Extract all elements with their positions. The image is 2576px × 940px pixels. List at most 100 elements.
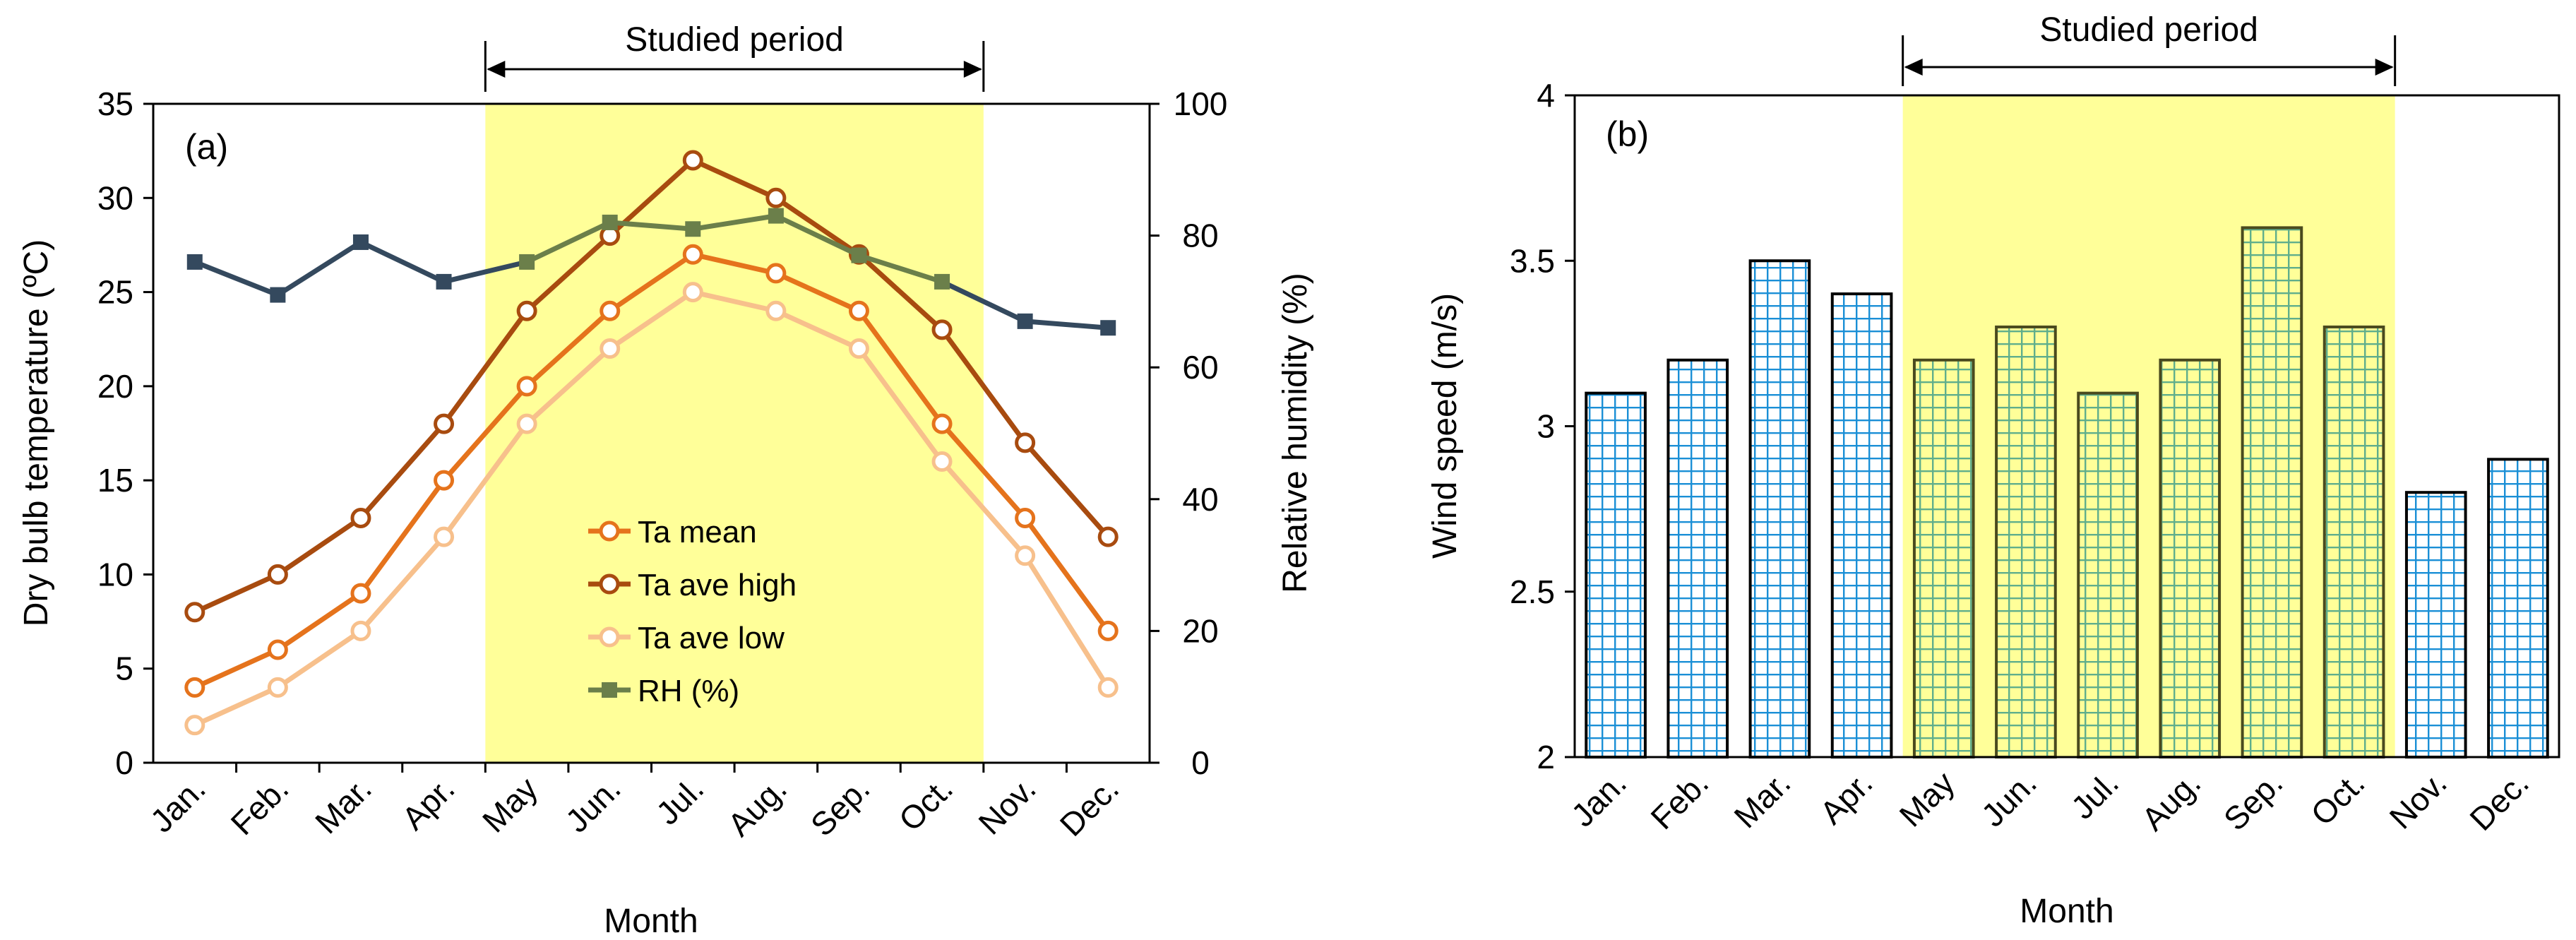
series-3-segment <box>441 259 530 285</box>
panel-b-label: (b) <box>1606 114 1649 154</box>
panel-b-xtick-label: Sep. <box>2217 764 2290 838</box>
panel-b-xtick-label: Feb. <box>1643 764 1715 836</box>
series-0-point <box>931 413 953 434</box>
series-1-segment <box>275 515 364 577</box>
series-1-point <box>516 300 537 321</box>
panel-b-ytick-label: 3 <box>1537 408 1555 445</box>
panel-a-ytick-label: 20 <box>97 368 133 405</box>
panel-b-xtick-label: Jun. <box>1974 764 2044 833</box>
panel-a-ytick-label: 15 <box>97 462 133 499</box>
series-2-point <box>682 282 703 303</box>
series-1-segment <box>1022 440 1111 540</box>
series-2-segment <box>441 421 530 540</box>
series-3-segment <box>192 259 280 298</box>
series-1-segment <box>358 421 447 520</box>
panel-a-ytick2-label: 40 <box>1182 481 1218 518</box>
series-1-point <box>931 319 953 340</box>
series-3-point <box>1017 313 1033 329</box>
panel-a-ytick2-label: 60 <box>1182 349 1218 386</box>
series-2-point <box>267 677 288 698</box>
series-1-segment <box>524 233 613 314</box>
panel-a-xtick-label: Aug. <box>720 770 794 843</box>
panel-a-xtick-label: Feb. <box>224 770 296 842</box>
panel-b-ylabel: Wind speed (m/s) <box>1426 293 1464 559</box>
panel-a-xlabel: Month <box>604 903 698 940</box>
series-0-point <box>600 300 621 321</box>
series-3-point <box>768 208 784 224</box>
bar <box>1748 259 1811 758</box>
panel-b-xtick-label: May <box>1892 764 1962 833</box>
panel-a-ylabel2: Relative humidity (%) <box>1277 273 1314 593</box>
series-2-point <box>848 338 869 359</box>
series-3-point <box>519 254 535 270</box>
studied-period-arrow-right <box>2375 59 2394 76</box>
series-2-point <box>1097 677 1119 698</box>
series-0-point <box>682 244 703 265</box>
series-3-point <box>851 247 867 263</box>
panel-a-ytick2-label: 20 <box>1182 612 1218 649</box>
series-0-point <box>516 376 537 397</box>
studied-period-label: Studied period <box>625 21 844 59</box>
series-2-point <box>434 526 455 547</box>
panel-a-xtick-label: Jan. <box>143 770 213 839</box>
bar <box>2404 491 2467 758</box>
series-2-segment <box>524 346 613 427</box>
panel-b-ytick-label: 2 <box>1537 739 1555 775</box>
series-0-segment <box>939 421 1028 520</box>
series-0-point <box>1015 507 1036 528</box>
series-2-segment <box>358 534 447 633</box>
studied-period-arrow-left <box>487 61 506 78</box>
series-0-segment <box>1022 515 1111 633</box>
series-1-point <box>267 564 288 585</box>
series-0-point <box>434 470 455 491</box>
series-3-point <box>602 214 618 230</box>
studied-period-arrow-left <box>1904 59 1923 76</box>
legend-marker-3 <box>602 682 617 698</box>
series-3-segment <box>607 220 696 232</box>
series-1-segment <box>773 195 861 257</box>
series-2-segment <box>690 290 779 314</box>
panel-a-label: (a) <box>185 127 228 167</box>
series-3-segment <box>939 279 1028 324</box>
panel-b-xtick-label: Apr. <box>1813 764 1880 831</box>
series-0-segment <box>773 270 861 314</box>
series-0-segment <box>524 308 613 389</box>
series-1-point <box>1097 526 1119 547</box>
series-3-segment <box>690 213 779 232</box>
panel-b-xtick-label: Nov. <box>2383 764 2454 835</box>
panel-b-ytick-label: 4 <box>1537 77 1555 114</box>
panel-a-xtick-label: Sep. <box>804 770 877 843</box>
bar <box>2241 226 2303 758</box>
bar <box>1666 358 1729 758</box>
series-1-point <box>184 602 205 623</box>
series-3-point <box>186 254 203 270</box>
series-0-segment <box>856 308 945 427</box>
series-0-segment <box>275 590 364 653</box>
panel-a-xtick-label: Apr. <box>395 770 462 837</box>
bar <box>2159 358 2222 758</box>
bar <box>2322 325 2385 758</box>
bar <box>2487 458 2549 758</box>
panel-a-ylabel: Dry bulb temperature (ºC) <box>18 239 55 626</box>
panel-b-xtick-label: Dec. <box>2462 764 2536 838</box>
bar <box>1585 391 1647 758</box>
series-2-point <box>184 715 205 736</box>
panel-b: Studied period 2 2.5 3 3.5 4 Jan. Feb. Mar. Apr.… <box>1426 11 2560 930</box>
panel-b-xtick-label: Jul. <box>2064 764 2125 826</box>
series-0-segment <box>192 647 280 690</box>
panel-a-xtick-label: Jul. <box>649 770 710 831</box>
series-1-segment <box>441 308 530 427</box>
series-0-point <box>184 677 205 698</box>
series-1-point <box>434 413 455 434</box>
bar <box>1912 358 1975 758</box>
series-0-point <box>1097 620 1119 641</box>
series-2-segment <box>607 290 696 352</box>
series-1-point <box>350 507 371 528</box>
series-2-point <box>1015 545 1036 566</box>
legend-label-3: RH (%) <box>638 674 739 708</box>
series-3-segment <box>358 239 447 285</box>
series-3-segment <box>275 239 364 298</box>
series-3-segment <box>856 253 945 285</box>
panel-b-xtick-label: Mar. <box>1727 764 1797 835</box>
